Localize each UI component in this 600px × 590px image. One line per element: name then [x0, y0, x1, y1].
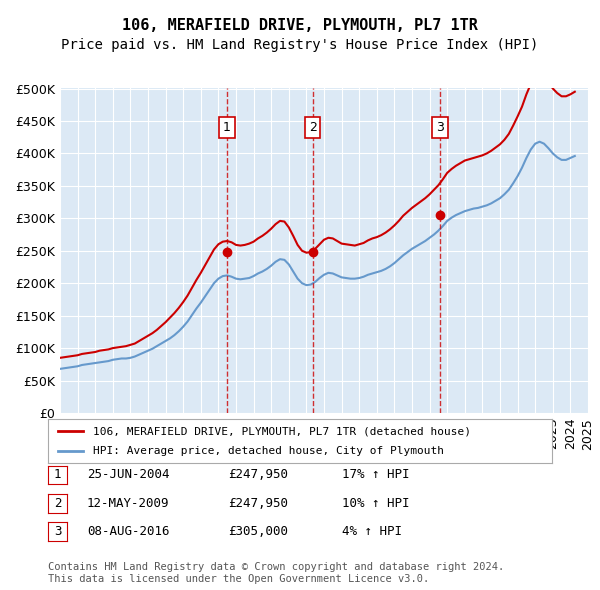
Text: £247,950: £247,950 [228, 468, 288, 481]
Text: 2: 2 [54, 497, 61, 510]
Text: HPI: Average price, detached house, City of Plymouth: HPI: Average price, detached house, City… [94, 446, 445, 455]
Text: 12-MAY-2009: 12-MAY-2009 [87, 497, 170, 510]
Text: 1: 1 [54, 468, 61, 481]
Text: Contains HM Land Registry data © Crown copyright and database right 2024.
This d: Contains HM Land Registry data © Crown c… [48, 562, 504, 584]
Text: £305,000: £305,000 [228, 525, 288, 538]
Text: 1: 1 [223, 121, 231, 134]
Text: 106, MERAFIELD DRIVE, PLYMOUTH, PL7 1TR (detached house): 106, MERAFIELD DRIVE, PLYMOUTH, PL7 1TR … [94, 427, 472, 436]
Text: 3: 3 [436, 121, 444, 134]
Text: 2: 2 [309, 121, 317, 134]
Text: 3: 3 [54, 525, 61, 538]
Text: Price paid vs. HM Land Registry's House Price Index (HPI): Price paid vs. HM Land Registry's House … [61, 38, 539, 53]
Text: 10% ↑ HPI: 10% ↑ HPI [342, 497, 409, 510]
Text: 17% ↑ HPI: 17% ↑ HPI [342, 468, 409, 481]
Text: 25-JUN-2004: 25-JUN-2004 [87, 468, 170, 481]
Text: 08-AUG-2016: 08-AUG-2016 [87, 525, 170, 538]
Text: £247,950: £247,950 [228, 497, 288, 510]
Text: 106, MERAFIELD DRIVE, PLYMOUTH, PL7 1TR: 106, MERAFIELD DRIVE, PLYMOUTH, PL7 1TR [122, 18, 478, 32]
Text: 4% ↑ HPI: 4% ↑ HPI [342, 525, 402, 538]
